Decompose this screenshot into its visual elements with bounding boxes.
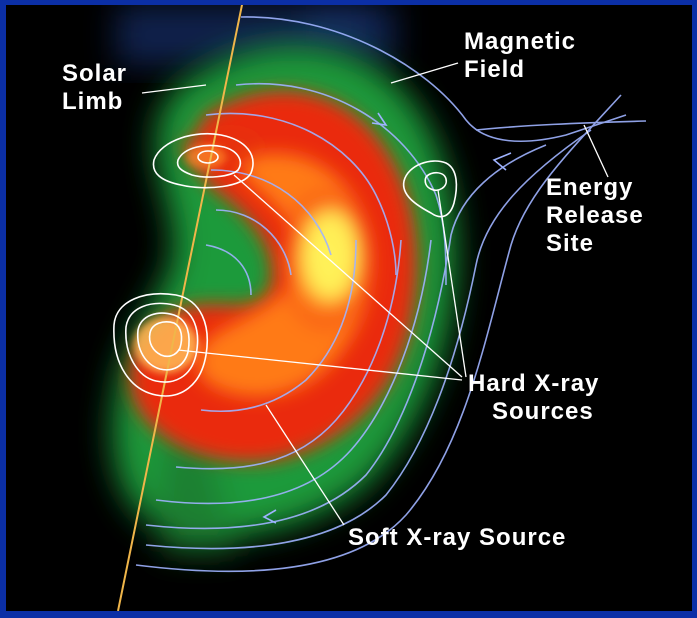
contour-bottom-footpoint	[113, 293, 208, 397]
label-energy-release-line1: Energy	[546, 174, 633, 201]
soft-xray-emission-core	[197, 153, 376, 397]
annotation-leaders	[141, 62, 609, 526]
magnetic-field-lines	[135, 16, 647, 573]
label-magnetic-field-line1: Magnetic	[464, 28, 576, 55]
label-magnetic-field: Magnetic Field	[464, 28, 576, 83]
label-soft-xray-source: Soft X-ray Source	[348, 524, 566, 551]
hard-xray-contours	[113, 132, 458, 397]
label-magnetic-field-line2: Field	[464, 56, 525, 83]
solar-flare-diagram: Solar Limb Magnetic Field Energy Release…	[62, 5, 647, 611]
label-energy-release-line3: Site	[546, 230, 594, 257]
xray-image-panel: Solar Limb Magnetic Field Energy Release…	[6, 5, 692, 611]
label-solar-limb-line2: Limb	[62, 88, 123, 115]
label-energy-release-line2: Release	[546, 202, 644, 229]
label-solar-limb: Solar Limb	[62, 60, 127, 115]
contour-top-footpoint	[152, 132, 254, 189]
label-hard-xray-sources: Hard X-ray Sources	[468, 370, 599, 425]
label-solar-limb-line1: Solar	[62, 60, 127, 87]
label-hard-xray-line1: Hard X-ray	[468, 370, 599, 397]
field-direction-arrows	[262, 112, 512, 524]
solar-limb-line	[117, 5, 243, 611]
label-energy-release-site: Energy Release Site	[546, 174, 644, 257]
label-hard-xray-line2: Sources	[492, 398, 594, 425]
contour-loop-top-source	[402, 160, 458, 218]
